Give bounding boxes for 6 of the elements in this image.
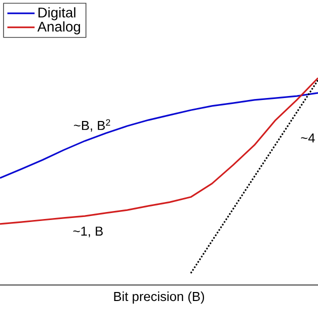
- legend-label: Analog: [37, 21, 80, 34]
- annotation: ~B, B$^{2}$: [74, 119, 110, 132]
- annotation: ~4: [300, 133, 315, 142]
- legend-label: Digital: [38, 7, 76, 20]
- annotation: ~1, B: [73, 226, 103, 238]
- x-axis-title: Bit precision (B): [114, 292, 204, 304]
